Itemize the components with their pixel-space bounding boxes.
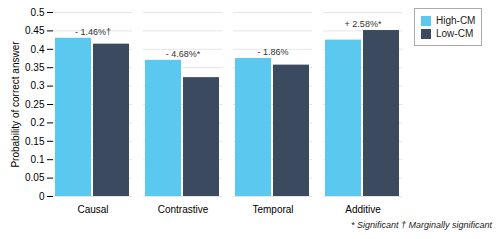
svg-text:0.25: 0.25 bbox=[25, 99, 45, 110]
svg-text:0.45: 0.45 bbox=[25, 25, 45, 36]
svg-text:- 1.86%: - 1.86% bbox=[257, 47, 288, 57]
svg-text:- 1.46%†: - 1.46%† bbox=[75, 27, 111, 37]
html-text:Low-CM: Low-CM bbox=[436, 28, 474, 39]
svg-text:Probability of correct answer: Probability of correct answer bbox=[10, 41, 21, 168]
svg-text:0.35: 0.35 bbox=[25, 62, 45, 73]
svg-text:0.3: 0.3 bbox=[31, 80, 45, 91]
svg-text:Temporal: Temporal bbox=[252, 204, 293, 215]
svg-text:0.2: 0.2 bbox=[31, 117, 45, 128]
svg-text:Contrastive: Contrastive bbox=[158, 204, 209, 215]
svg-text:0: 0 bbox=[39, 191, 45, 202]
svg-text:0.15: 0.15 bbox=[25, 136, 45, 147]
svg-text:0.5: 0.5 bbox=[31, 7, 45, 18]
svg-text:0.05: 0.05 bbox=[25, 172, 45, 183]
html-text:High-CM: High-CM bbox=[436, 15, 476, 26]
svg-text:Additive: Additive bbox=[345, 204, 381, 215]
svg-text:- 4.68%*: - 4.68%* bbox=[166, 49, 201, 59]
svg-text:0.4: 0.4 bbox=[31, 44, 45, 55]
svg-text:Causal: Causal bbox=[77, 204, 108, 215]
svg-text:0.1: 0.1 bbox=[31, 154, 45, 165]
svg-text:+ 2.58%*: + 2.58%* bbox=[345, 19, 382, 29]
html-text:* Significant † Marginally sig: * Significant † Marginally significant bbox=[350, 220, 492, 230]
